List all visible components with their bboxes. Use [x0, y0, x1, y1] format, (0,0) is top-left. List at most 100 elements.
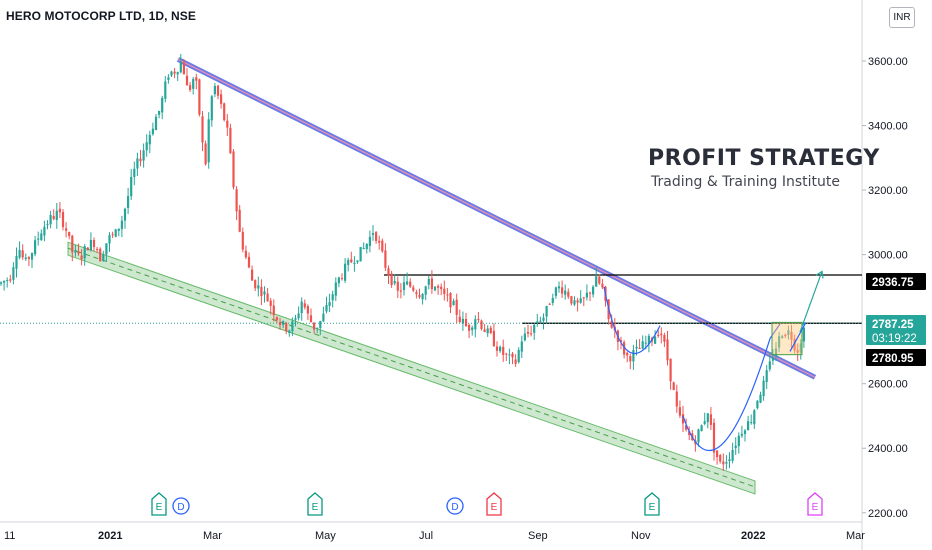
marker-letter: D	[451, 502, 458, 513]
candle-body	[471, 327, 474, 331]
price-label[interactable]: 2780.95	[866, 349, 926, 366]
candle-body	[83, 246, 86, 259]
candlestick-series	[0, 53, 805, 471]
candle-body	[43, 226, 46, 236]
candle-body	[238, 209, 241, 232]
price-label[interactable]: 03:19:22	[866, 331, 926, 345]
price-label[interactable]: 2787.25	[866, 315, 926, 332]
time-axis[interactable]: 11 2021 Mar May Jul Sep Nov 2022 Mar	[4, 530, 865, 542]
candle-body	[784, 334, 787, 337]
price-tick-label: 3400.00	[868, 121, 908, 133]
marker-letter: E	[312, 502, 319, 513]
candle-body	[86, 247, 89, 251]
candle-body	[254, 280, 257, 289]
marker-letter: E	[156, 502, 163, 513]
candle-body	[148, 134, 151, 145]
candle-body	[68, 231, 71, 237]
support-channel	[67, 241, 756, 495]
time-tick-label: 2022	[741, 530, 765, 542]
candle-body	[309, 315, 313, 322]
time-tick-label: Jul	[419, 530, 433, 542]
candle-body	[198, 79, 201, 115]
candle-body	[30, 253, 34, 260]
candle-body	[678, 407, 681, 416]
candle-body	[282, 321, 285, 325]
pattern-curve-left	[603, 286, 661, 355]
pattern-curve-bottom	[682, 338, 771, 452]
candle-body	[449, 293, 452, 308]
candle-body	[675, 391, 678, 407]
dividend-marker[interactable]: D	[446, 497, 464, 515]
candle-body	[570, 296, 573, 304]
candle-body	[216, 85, 220, 96]
candle-body	[737, 435, 740, 447]
price-axis[interactable]: 3600.00 3400.00 3200.00 3000.00 2600.00 2400.…	[862, 56, 926, 520]
candle-body	[418, 294, 421, 298]
candle-body	[189, 85, 192, 90]
candle-body	[71, 235, 74, 253]
candle-body	[610, 320, 613, 328]
candle-body	[703, 421, 706, 424]
candle-body	[458, 316, 461, 322]
candle-body	[731, 449, 734, 461]
candle-body	[74, 250, 77, 253]
candle-body	[468, 324, 471, 331]
candle-body	[542, 317, 545, 321]
candle-body	[545, 306, 548, 317]
symbol-title: HERO MOTOCORP LTD, 1D, NSE	[6, 9, 196, 23]
candle-body	[244, 250, 247, 258]
candle-body	[18, 249, 21, 258]
time-tick-label: 11	[4, 530, 15, 542]
channel-midline	[67, 247, 756, 488]
candle-body	[511, 353, 514, 358]
candle-body	[768, 361, 771, 370]
earnings-marker[interactable]: E	[486, 492, 502, 516]
candle-body	[728, 459, 731, 462]
price-label-text: 2787.25	[872, 319, 914, 331]
earnings-marker[interactable]: E	[807, 492, 823, 516]
candle-body	[561, 287, 564, 294]
candle-body	[415, 292, 418, 295]
candle-body	[635, 346, 638, 349]
candle-body	[517, 349, 520, 363]
candle-body	[49, 214, 52, 225]
candle-body	[291, 321, 294, 332]
candle-body	[796, 349, 799, 353]
time-tick-label: Sep	[528, 530, 548, 542]
candle-body	[573, 300, 576, 305]
candle-body	[427, 279, 430, 285]
candle-body	[663, 335, 666, 342]
candle-body	[9, 279, 12, 281]
candle-body	[368, 236, 371, 247]
candle-body	[387, 268, 390, 276]
candle-body	[672, 382, 675, 391]
dividend-marker[interactable]: D	[172, 497, 190, 515]
candle-body	[120, 220, 123, 229]
target-arrow	[799, 271, 823, 333]
earnings-marker[interactable]: E	[307, 492, 323, 516]
candle-body	[626, 352, 629, 356]
candle-body	[406, 281, 409, 285]
marker-letter: E	[491, 502, 498, 513]
candle-body	[337, 277, 340, 284]
watermark-subtitle: Trading & Training Institute	[651, 174, 841, 190]
target-arrow-head	[815, 270, 824, 279]
candle-body	[381, 240, 384, 252]
candle-body	[629, 356, 632, 362]
earnings-marker[interactable]: E	[151, 492, 167, 516]
candle-body	[55, 210, 58, 221]
earnings-marker[interactable]: E	[644, 492, 660, 516]
price-label[interactable]: 2936.75	[866, 273, 926, 290]
candle-body	[117, 228, 120, 231]
handle-box	[771, 321, 803, 356]
candle-body	[567, 291, 570, 297]
candle-body	[92, 240, 96, 248]
candle-body	[452, 300, 455, 306]
candle-body	[685, 425, 688, 430]
candle-body	[319, 320, 322, 329]
candle-body	[133, 168, 136, 177]
candle-body	[297, 313, 300, 319]
candle-body	[263, 291, 266, 295]
currency-button[interactable]: INR	[889, 7, 915, 28]
